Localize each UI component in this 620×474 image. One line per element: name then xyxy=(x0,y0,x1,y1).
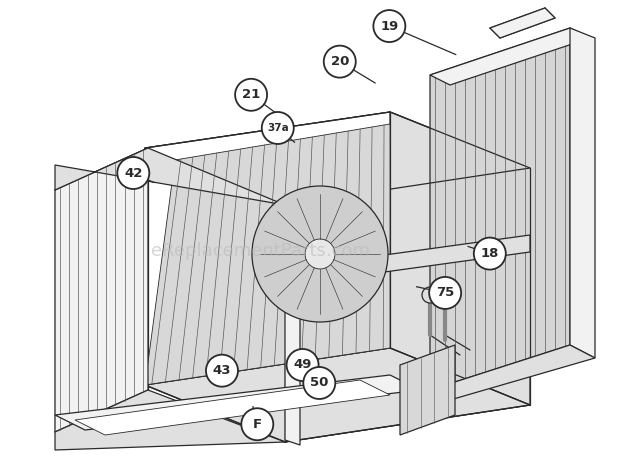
Circle shape xyxy=(235,79,267,111)
Circle shape xyxy=(422,287,438,303)
Circle shape xyxy=(324,46,356,78)
Circle shape xyxy=(117,157,149,189)
Text: 50: 50 xyxy=(310,376,329,390)
Polygon shape xyxy=(430,345,595,400)
Polygon shape xyxy=(145,112,530,205)
Text: 49: 49 xyxy=(293,358,312,372)
Circle shape xyxy=(440,290,450,300)
Polygon shape xyxy=(430,28,590,85)
Circle shape xyxy=(305,239,335,269)
Polygon shape xyxy=(285,168,530,442)
Circle shape xyxy=(241,408,273,440)
Text: 18: 18 xyxy=(480,247,499,260)
Polygon shape xyxy=(55,148,148,432)
Polygon shape xyxy=(290,235,530,285)
Circle shape xyxy=(373,10,405,42)
Polygon shape xyxy=(285,205,300,445)
Polygon shape xyxy=(75,380,390,435)
Circle shape xyxy=(303,367,335,399)
Text: 21: 21 xyxy=(242,88,260,101)
Circle shape xyxy=(252,186,388,322)
Polygon shape xyxy=(145,348,530,442)
Polygon shape xyxy=(390,112,530,405)
Polygon shape xyxy=(570,28,595,358)
Polygon shape xyxy=(430,28,570,390)
Text: 20: 20 xyxy=(330,55,349,68)
Circle shape xyxy=(474,237,506,270)
Text: 75: 75 xyxy=(436,286,454,300)
Polygon shape xyxy=(55,375,420,430)
Polygon shape xyxy=(145,148,285,442)
Polygon shape xyxy=(55,148,285,205)
Circle shape xyxy=(262,112,294,144)
Text: 19: 19 xyxy=(380,19,399,33)
Circle shape xyxy=(286,349,319,381)
Polygon shape xyxy=(145,124,390,385)
Text: eReplacementParts.com: eReplacementParts.com xyxy=(151,242,370,260)
Polygon shape xyxy=(145,112,390,385)
Text: 42: 42 xyxy=(124,166,143,180)
Circle shape xyxy=(206,355,238,387)
Text: F: F xyxy=(253,418,262,431)
Polygon shape xyxy=(400,345,455,435)
Polygon shape xyxy=(490,8,555,38)
Text: 37a: 37a xyxy=(267,123,289,133)
Polygon shape xyxy=(55,390,285,450)
Circle shape xyxy=(429,277,461,309)
Text: 43: 43 xyxy=(213,364,231,377)
